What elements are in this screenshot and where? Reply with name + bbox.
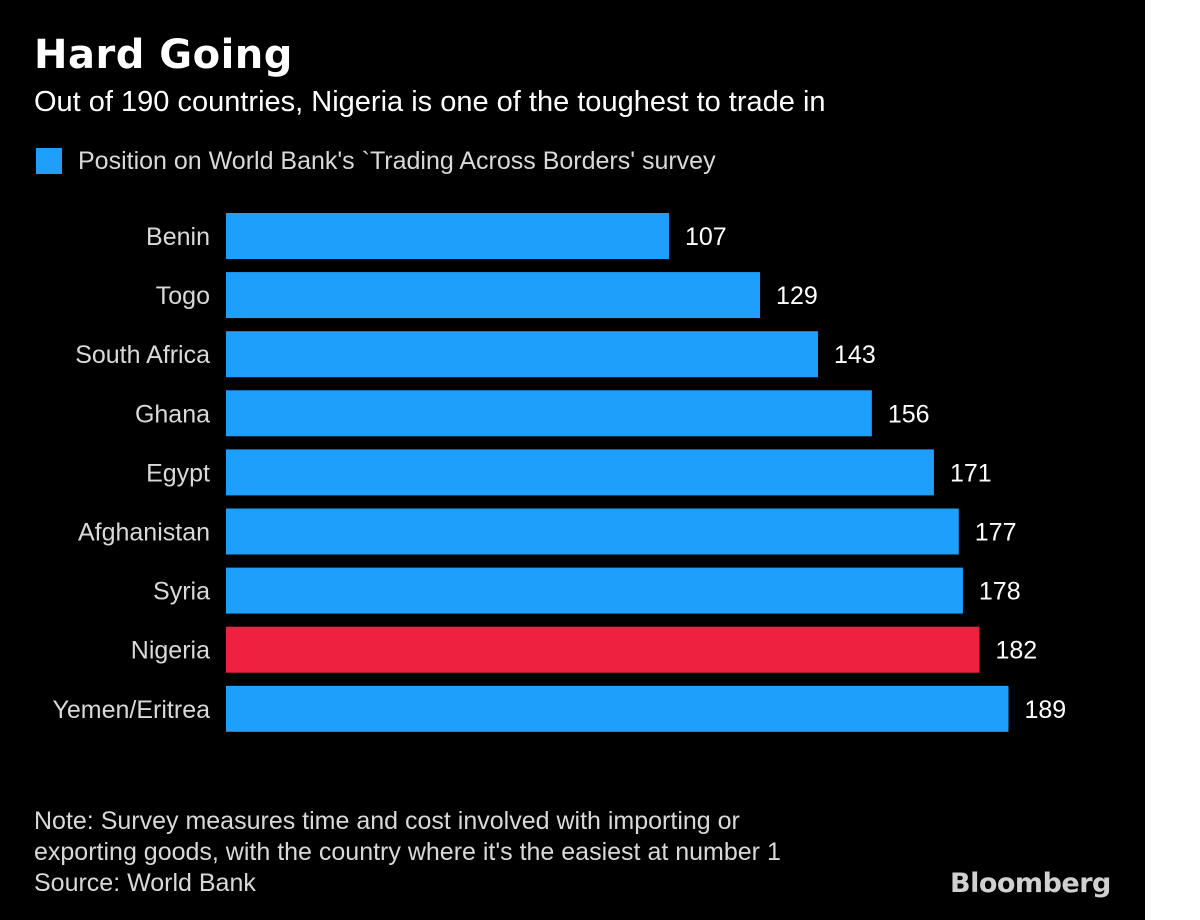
legend: Position on World Bank's `Trading Across… bbox=[36, 145, 716, 177]
legend-swatch bbox=[36, 148, 62, 174]
value-label-syria: 178 bbox=[979, 578, 1021, 606]
category-label-yemen-eritrea: Yemen/Eritrea bbox=[53, 696, 211, 724]
source-text: Source: World Bank bbox=[34, 869, 256, 897]
chart-subtitle: Out of 190 countries, Nigeria is one of … bbox=[34, 86, 826, 118]
value-label-togo: 129 bbox=[776, 282, 818, 310]
category-label-benin: Benin bbox=[146, 223, 210, 251]
category-label-nigeria: Nigeria bbox=[131, 637, 210, 665]
note-line-1: Note: Survey measures time and cost invo… bbox=[34, 807, 740, 835]
bloomberg-logo: Bloomberg bbox=[950, 868, 1111, 899]
value-label-nigeria: 182 bbox=[995, 637, 1037, 665]
category-label-egypt: Egypt bbox=[146, 459, 210, 487]
bar-togo bbox=[226, 272, 761, 319]
category-label-ghana: Ghana bbox=[135, 400, 210, 428]
chart-title: Hard Going bbox=[34, 32, 293, 78]
bar-yemen-eritrea bbox=[226, 685, 1009, 732]
bar-afghanistan bbox=[226, 508, 959, 555]
footnote: Note: Survey measures time and cost invo… bbox=[34, 806, 781, 899]
value-label-benin: 107 bbox=[685, 223, 727, 251]
value-label-ghana: 156 bbox=[888, 400, 930, 428]
value-label-yemen-eritrea: 189 bbox=[1024, 696, 1066, 724]
category-label-afghanistan: Afghanistan bbox=[78, 519, 210, 547]
note-line-2: exporting goods, with the country where … bbox=[34, 838, 781, 866]
bar-chart: Benin 107 Togo 129 South Africa 143 Ghana 156 Eg… bbox=[53, 213, 1066, 732]
category-label-syria: Syria bbox=[153, 578, 210, 606]
bar-ghana bbox=[226, 390, 872, 437]
chart-panel: Hard Going Out of 190 countries, Nigeria… bbox=[0, 0, 1145, 920]
bar-south-africa bbox=[226, 331, 819, 378]
value-label-afghanistan: 177 bbox=[975, 519, 1017, 547]
value-label-egypt: 171 bbox=[950, 459, 992, 487]
category-label-south-africa: South Africa bbox=[75, 341, 210, 369]
legend-label: Position on World Bank's `Trading Across… bbox=[78, 146, 716, 175]
bar-nigeria bbox=[226, 626, 980, 673]
category-label-togo: Togo bbox=[156, 282, 210, 310]
bar-syria bbox=[226, 567, 963, 614]
value-label-south-africa: 143 bbox=[834, 341, 876, 369]
bar-egypt bbox=[226, 449, 934, 496]
bar-benin bbox=[226, 213, 669, 259]
